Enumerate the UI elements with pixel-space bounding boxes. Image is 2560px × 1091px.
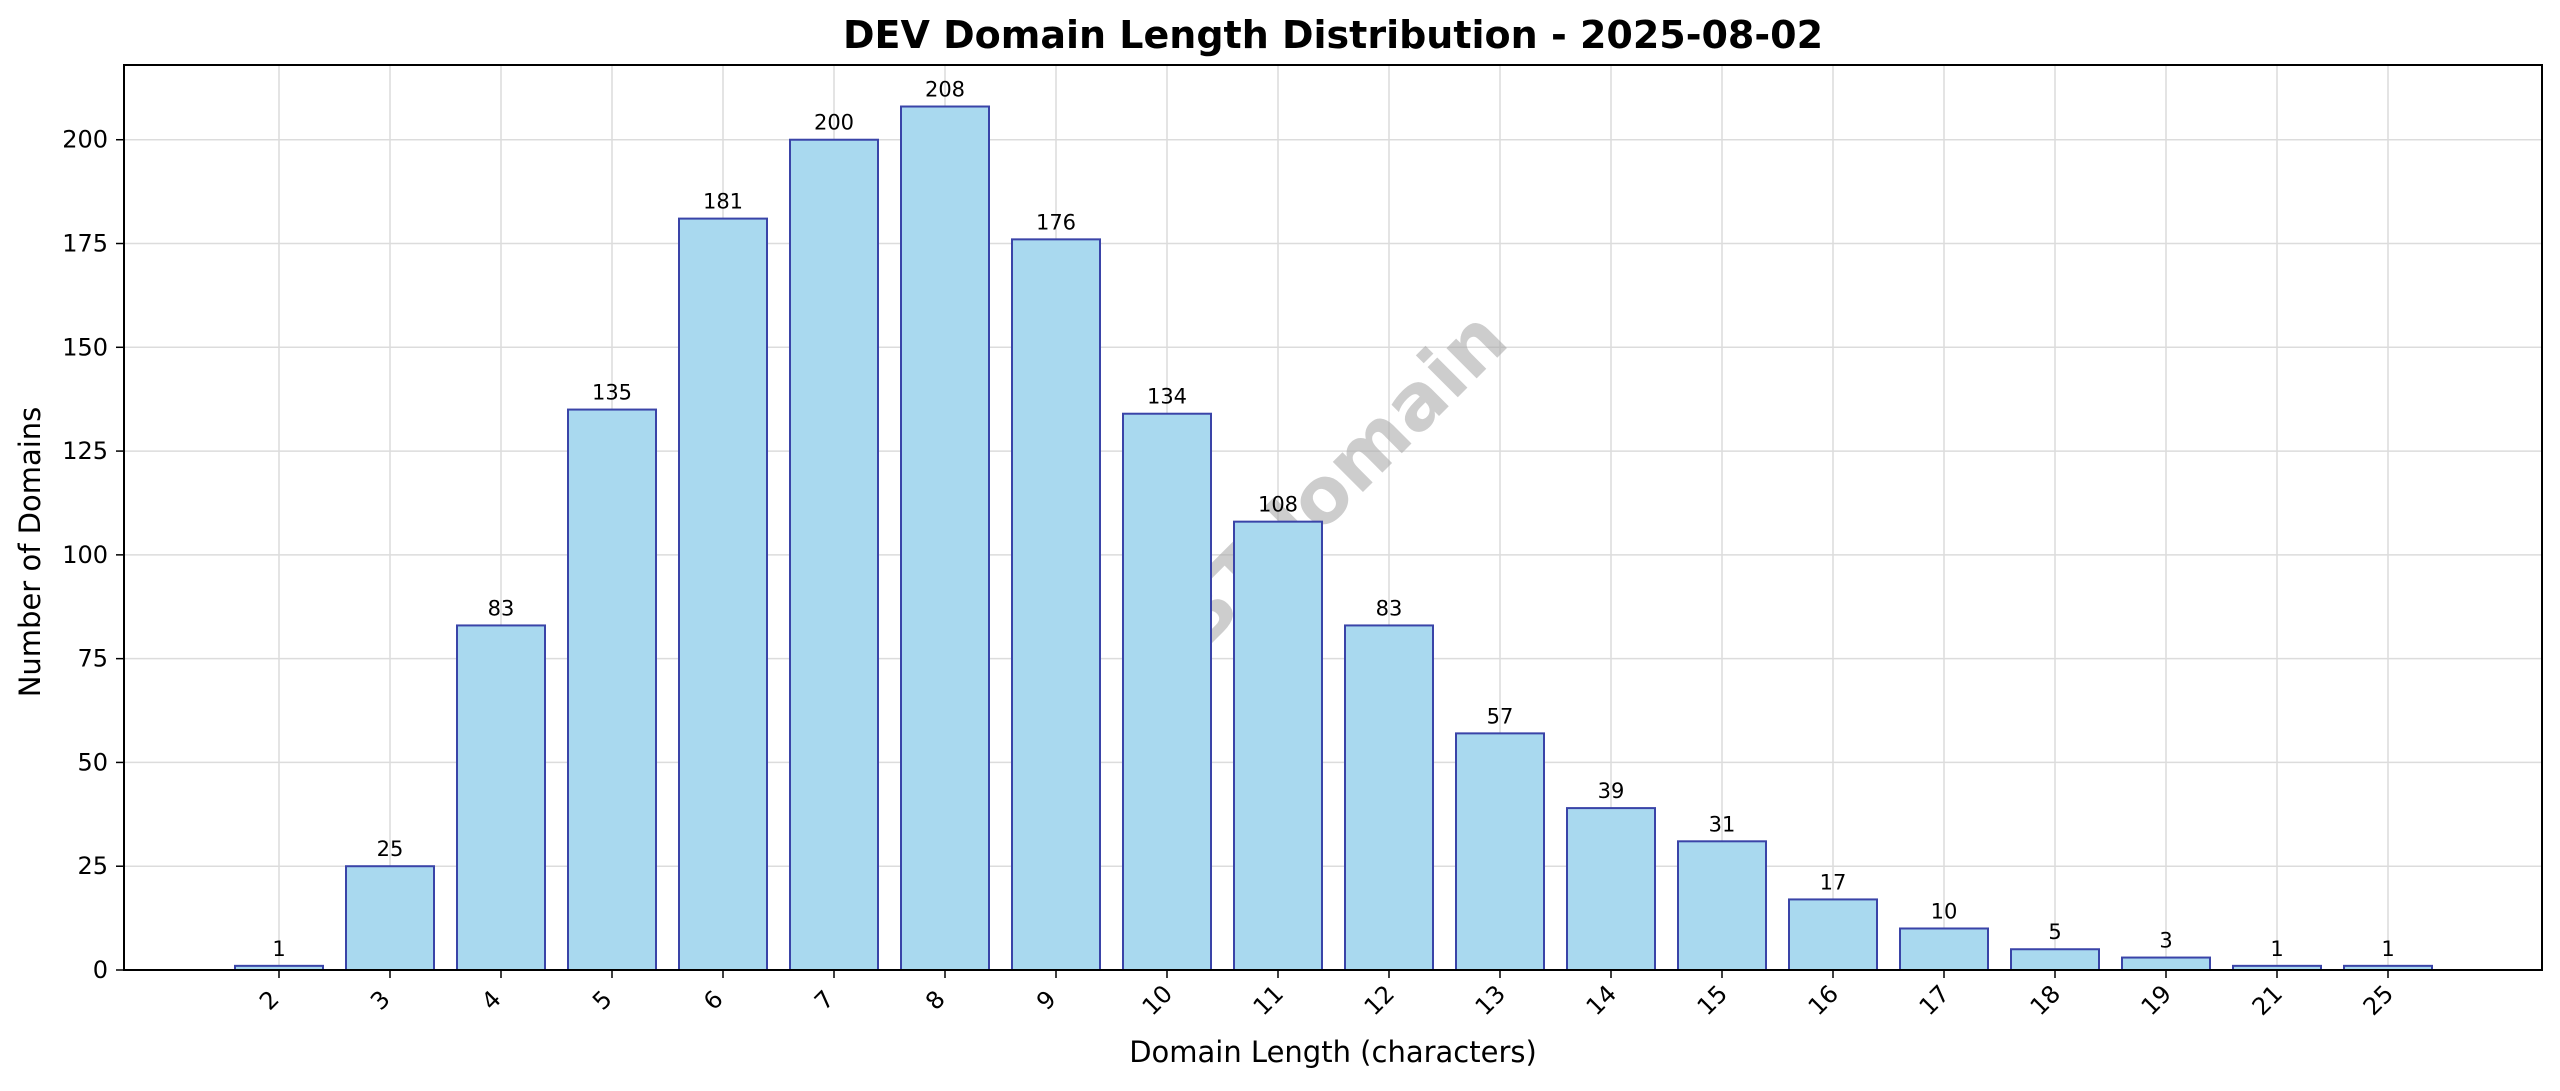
value-label-11: 108 <box>1258 493 1298 517</box>
bar-length-4 <box>456 624 546 971</box>
value-label-2: 1 <box>272 937 285 961</box>
value-label-6: 181 <box>703 190 743 214</box>
x-tick-label: 11 <box>1248 980 1289 1021</box>
value-label-3: 25 <box>377 837 404 861</box>
x-tick-label: 12 <box>1359 980 1400 1021</box>
value-label-25: 1 <box>2381 937 2394 961</box>
x-tick-label: 17 <box>1914 980 1955 1021</box>
x-tick-label: 4 <box>476 985 507 1016</box>
bar-length-13 <box>1455 732 1545 972</box>
chart-title: DEV Domain Length Distribution - 2025-08… <box>843 13 1823 57</box>
y-axis-label: Number of Domains <box>13 407 47 698</box>
bar-length-19 <box>2121 956 2211 972</box>
value-label-13: 57 <box>1487 704 1514 728</box>
bar-length-18 <box>2010 948 2100 971</box>
bar-length-9 <box>1011 238 1101 972</box>
value-label-10: 134 <box>1147 385 1187 409</box>
x-tick-label: 15 <box>1692 980 1733 1021</box>
value-label-8: 208 <box>925 78 965 102</box>
value-label-12: 83 <box>1376 596 1403 620</box>
bar-length-14 <box>1566 807 1656 971</box>
x-tick-label: 25 <box>2358 980 2399 1021</box>
y-tick-label: 100 <box>62 541 108 569</box>
y-tick-label: 150 <box>62 333 108 361</box>
bar-length-11 <box>1233 520 1323 971</box>
y-tick-label: 0 <box>93 956 108 984</box>
value-label-16: 17 <box>1820 870 1847 894</box>
x-tick-label: 16 <box>1803 980 1844 1021</box>
x-tick-label: 18 <box>2025 980 2066 1021</box>
x-tick-label: 2 <box>254 985 285 1016</box>
value-label-14: 39 <box>1598 779 1625 803</box>
value-label-18: 5 <box>2048 920 2061 944</box>
value-label-7: 200 <box>814 111 854 135</box>
x-tick-label: 21 <box>2247 980 2288 1021</box>
y-tick-label: 200 <box>62 126 108 154</box>
x-axis-label: Domain Length (characters) <box>1129 1035 1537 1069</box>
bar-length-12 <box>1344 624 1434 971</box>
y-tick-label: 175 <box>62 230 108 258</box>
bar-length-5 <box>567 408 657 971</box>
x-tick-label: 6 <box>698 985 729 1016</box>
y-tick-label: 125 <box>62 437 108 465</box>
bars-layer <box>234 105 2433 972</box>
value-label-15: 31 <box>1709 812 1736 836</box>
bar-length-10 <box>1122 412 1212 972</box>
x-tick-label: 13 <box>1470 980 1511 1021</box>
y-tick-label: 25 <box>77 852 108 880</box>
value-label-17: 10 <box>1931 899 1958 923</box>
bar-length-16 <box>1788 898 1878 972</box>
value-label-9: 176 <box>1036 210 1076 234</box>
x-tick-label: 19 <box>2136 980 2177 1021</box>
x-tick-label: 7 <box>809 985 840 1016</box>
bar-length-15 <box>1677 840 1767 971</box>
y-tick-label: 75 <box>77 645 108 673</box>
x-tick-label: 9 <box>1031 985 1062 1016</box>
bar-length-8 <box>900 105 990 972</box>
bar-length-3 <box>345 865 435 971</box>
x-tick-label: 5 <box>587 985 618 1016</box>
plot-frame <box>123 64 2543 971</box>
value-label-5: 135 <box>592 381 632 405</box>
value-label-4: 83 <box>488 596 515 620</box>
x-tick-label: 14 <box>1581 980 1622 1021</box>
x-tick-label: 10 <box>1137 980 1178 1021</box>
value-label-21: 1 <box>2270 937 2283 961</box>
x-tick-label: 3 <box>365 985 396 1016</box>
x-tick-label: 8 <box>920 985 951 1016</box>
bar-length-7 <box>789 138 879 971</box>
y-tick-label: 50 <box>77 748 108 776</box>
value-label-19: 3 <box>2159 929 2172 953</box>
bar-length-17 <box>1899 927 1989 972</box>
bar-length-6 <box>678 217 768 972</box>
